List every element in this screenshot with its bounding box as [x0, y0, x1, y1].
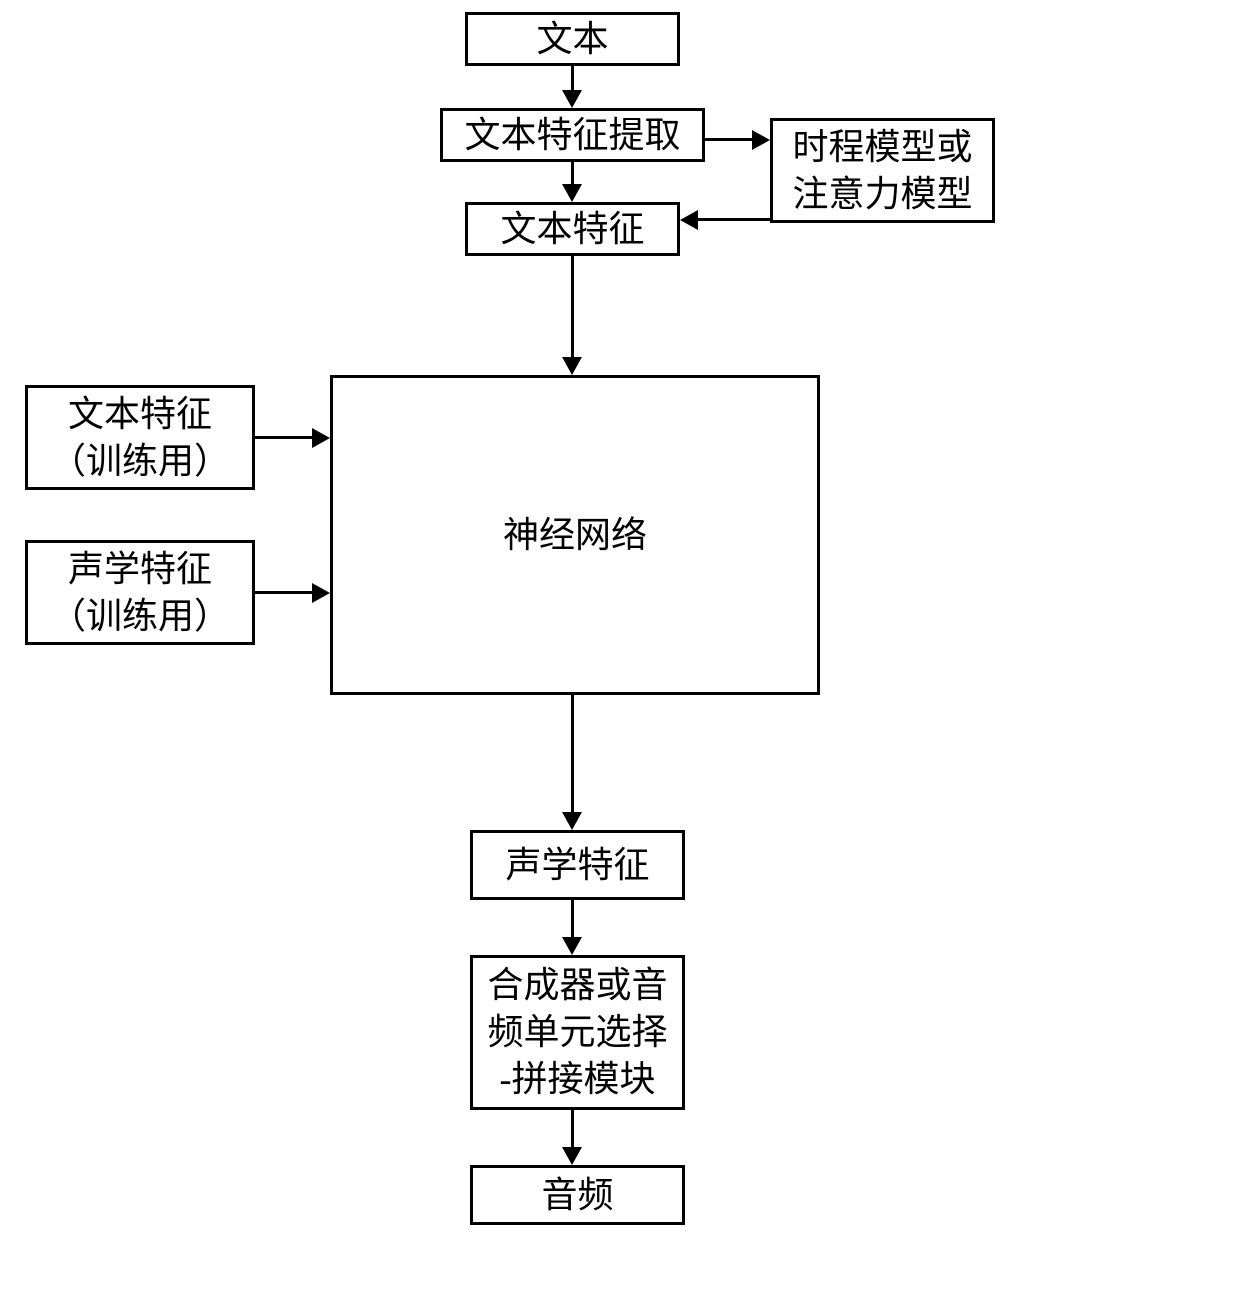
- arrow-head-icon: [562, 184, 582, 202]
- arrow-line: [255, 591, 315, 594]
- arrow-line: [698, 218, 770, 221]
- arrow-line: [255, 436, 315, 439]
- acoustic-feature-training-label: 声学特征 （训练用）: [50, 546, 230, 640]
- arrow-head-icon: [312, 583, 330, 603]
- arrow-head-icon: [562, 90, 582, 108]
- audio-output-label: 音频: [541, 1172, 613, 1219]
- neural-network-label: 神经网络: [503, 512, 647, 559]
- acoustic-feature-training-box: 声学特征 （训练用）: [25, 540, 255, 645]
- text-feature-label: 文本特征: [500, 206, 644, 253]
- arrow-head-icon: [562, 937, 582, 955]
- text-feature-extraction-box: 文本特征提取: [440, 108, 705, 162]
- acoustic-feature-box: 声学特征: [470, 830, 685, 900]
- neural-network-box: 神经网络: [330, 375, 820, 695]
- arrow-line: [571, 900, 574, 940]
- text-feature-box: 文本特征: [465, 202, 680, 256]
- arrow-head-icon: [752, 130, 770, 150]
- arrow-line: [705, 138, 755, 141]
- text-input-box: 文本: [465, 12, 680, 66]
- duration-model-box: 时程模型或 注意力模型: [770, 118, 995, 223]
- arrow-head-icon: [312, 428, 330, 448]
- arrow-line: [571, 256, 574, 360]
- arrow-head-icon: [562, 357, 582, 375]
- audio-output-box: 音频: [470, 1165, 685, 1225]
- text-input-label: 文本: [536, 16, 608, 63]
- acoustic-feature-label: 声学特征: [505, 842, 649, 889]
- arrow-head-icon: [680, 210, 698, 230]
- arrow-line: [571, 695, 574, 815]
- duration-model-label: 时程模型或 注意力模型: [792, 124, 972, 218]
- text-feature-training-label: 文本特征 （训练用）: [50, 391, 230, 485]
- text-feature-extraction-label: 文本特征提取: [464, 112, 680, 159]
- arrow-head-icon: [562, 812, 582, 830]
- arrow-head-icon: [562, 1147, 582, 1165]
- arrow-line: [571, 66, 574, 93]
- text-feature-training-box: 文本特征 （训练用）: [25, 385, 255, 490]
- arrow-line: [571, 1110, 574, 1150]
- synthesizer-label: 合成器或音 频单元选择 -拼接模块: [487, 962, 667, 1102]
- synthesizer-box: 合成器或音 频单元选择 -拼接模块: [470, 955, 685, 1110]
